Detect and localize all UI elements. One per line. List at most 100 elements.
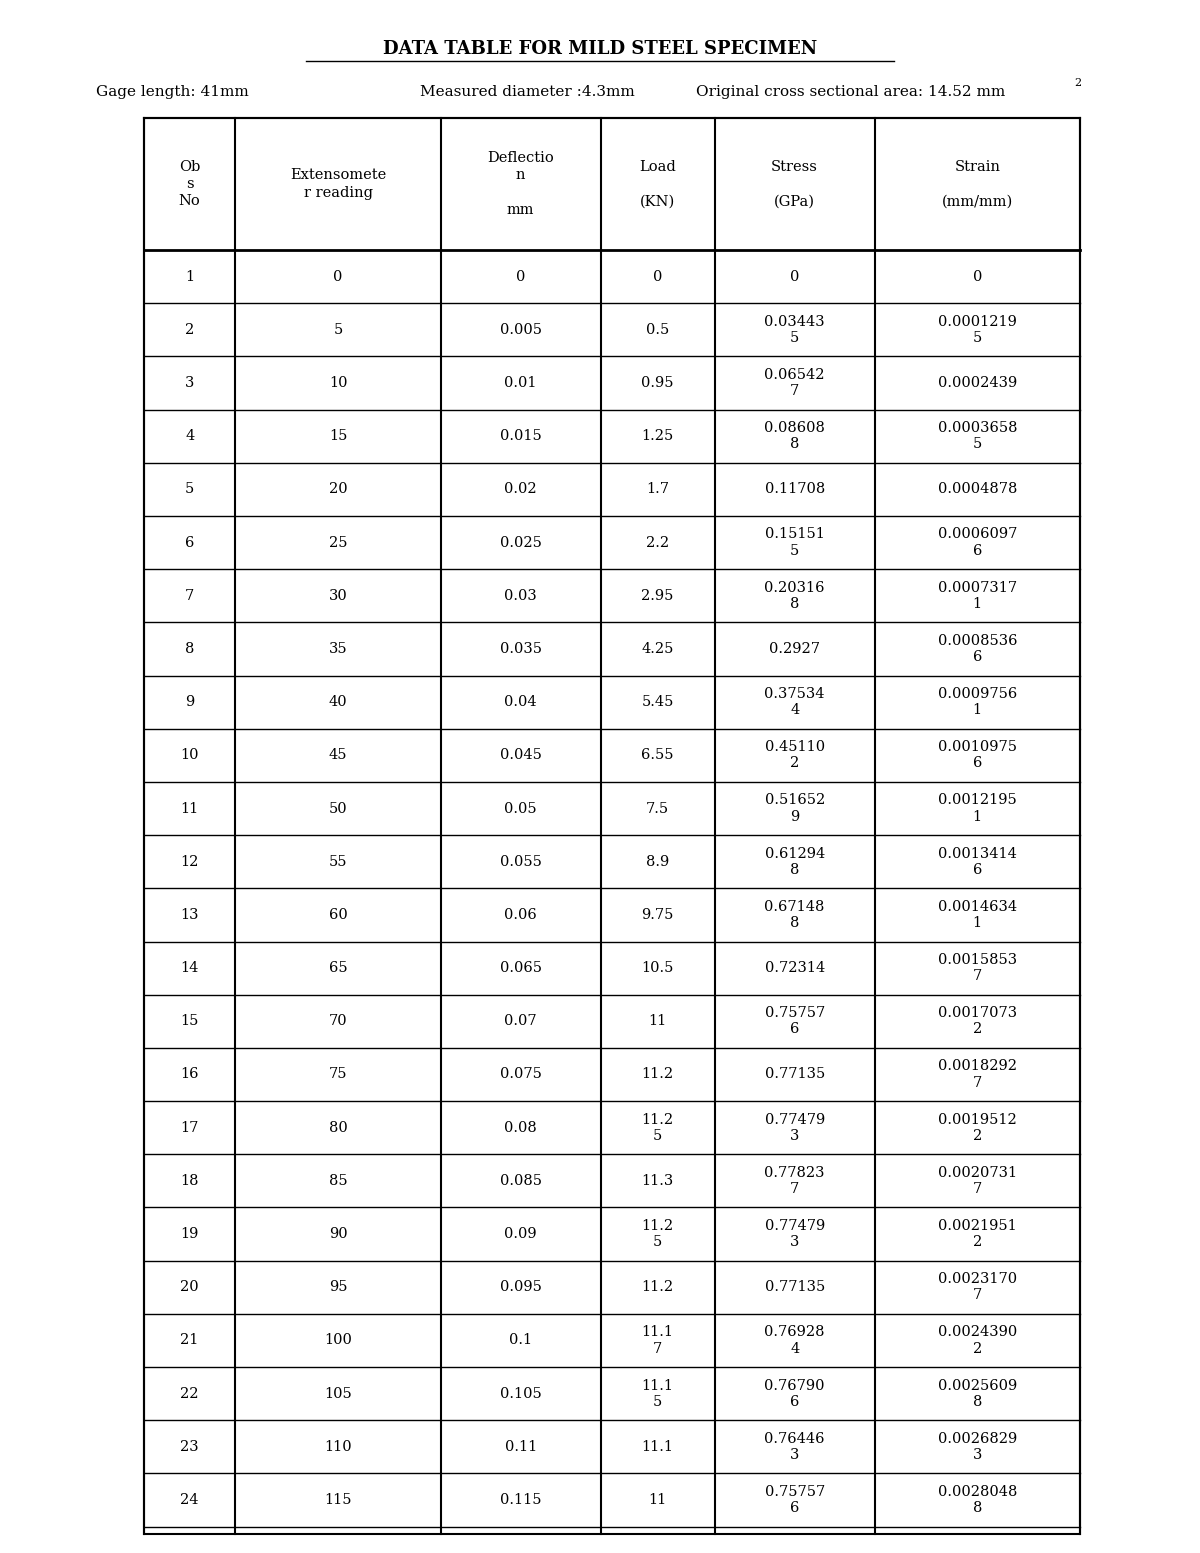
Text: 0.0026829
3: 0.0026829 3 (937, 1432, 1016, 1461)
Text: 0.77135: 0.77135 (764, 1280, 824, 1294)
Text: 0.09: 0.09 (504, 1227, 536, 1241)
Text: 0.045: 0.045 (499, 749, 541, 763)
Text: 60: 60 (329, 909, 348, 922)
Text: 25: 25 (329, 536, 347, 550)
Text: Ob
s
No: Ob s No (179, 160, 200, 208)
Text: 0.025: 0.025 (499, 536, 541, 550)
Text: 0.0007317
1: 0.0007317 1 (937, 581, 1016, 610)
Text: 0: 0 (516, 270, 526, 284)
Text: 0.065: 0.065 (499, 961, 541, 975)
Text: 0: 0 (653, 270, 662, 284)
Text: 0.06542
7: 0.06542 7 (764, 368, 824, 398)
Text: 0.055: 0.055 (499, 854, 541, 868)
Text: 0.75757
6: 0.75757 6 (764, 1485, 824, 1516)
Text: 6.55: 6.55 (642, 749, 674, 763)
Text: 0.76928
4: 0.76928 4 (764, 1325, 824, 1356)
Text: 110: 110 (324, 1440, 352, 1454)
Text: 0.0019512
2: 0.0019512 2 (938, 1112, 1016, 1143)
Text: 0.37534
4: 0.37534 4 (764, 686, 824, 717)
Text: 0.0012195
1: 0.0012195 1 (938, 794, 1016, 823)
Text: 20: 20 (329, 483, 347, 497)
Text: 22: 22 (180, 1387, 199, 1401)
Text: 80: 80 (329, 1121, 348, 1135)
Text: 0.51652
9: 0.51652 9 (764, 794, 824, 823)
Text: 6: 6 (185, 536, 194, 550)
Text: 0.0008536
6: 0.0008536 6 (937, 634, 1018, 665)
Text: 5: 5 (185, 483, 194, 497)
Bar (144, 118, 1080, 1534)
Text: 0.20316
8: 0.20316 8 (764, 581, 824, 610)
Text: 0.1: 0.1 (509, 1334, 533, 1348)
Text: 0.03443
5: 0.03443 5 (764, 315, 824, 345)
Text: 0.02: 0.02 (504, 483, 536, 497)
Text: 1.7: 1.7 (646, 483, 670, 497)
Text: 0.0018292
7: 0.0018292 7 (937, 1059, 1016, 1090)
Text: 0.11708: 0.11708 (764, 483, 824, 497)
Text: 75: 75 (329, 1067, 347, 1081)
Text: 0.0024390
2: 0.0024390 2 (937, 1325, 1016, 1356)
Text: 0.77479
3: 0.77479 3 (764, 1219, 824, 1249)
Text: Original cross sectional area: 14.52 mm: Original cross sectional area: 14.52 mm (696, 85, 1006, 99)
Text: 0.76790
6: 0.76790 6 (764, 1379, 824, 1409)
Text: 15: 15 (329, 429, 347, 443)
Text: 50: 50 (329, 801, 347, 815)
Text: 0.67148
8: 0.67148 8 (764, 899, 824, 930)
Text: 0.0010975
6: 0.0010975 6 (937, 741, 1016, 770)
Text: 0.15151
5: 0.15151 5 (764, 528, 824, 558)
Text: 9.75: 9.75 (642, 909, 674, 922)
Text: 0.0023170
7: 0.0023170 7 (937, 1272, 1016, 1303)
Text: 0.0014634
1: 0.0014634 1 (937, 899, 1016, 930)
Text: 35: 35 (329, 641, 347, 655)
Text: 10: 10 (329, 376, 347, 390)
Text: 9: 9 (185, 696, 194, 710)
Text: 65: 65 (329, 961, 347, 975)
Text: Extensomete
r reading: Extensomete r reading (290, 168, 386, 200)
Text: 18: 18 (180, 1174, 199, 1188)
Text: 8: 8 (185, 641, 194, 655)
Text: 20: 20 (180, 1280, 199, 1294)
Text: 0.0015853
7: 0.0015853 7 (937, 954, 1016, 983)
Text: 0.77823
7: 0.77823 7 (764, 1166, 824, 1196)
Text: 10: 10 (180, 749, 199, 763)
Text: 0.5: 0.5 (646, 323, 670, 337)
Text: 45: 45 (329, 749, 347, 763)
Text: 21: 21 (180, 1334, 199, 1348)
Text: Deflectio
n

mm: Deflectio n mm (487, 151, 554, 217)
Text: 11.1
7: 11.1 7 (642, 1325, 673, 1356)
Text: 70: 70 (329, 1014, 347, 1028)
Text: 8.9: 8.9 (646, 854, 670, 868)
Text: 0.08608
8: 0.08608 8 (764, 421, 826, 452)
Text: 5: 5 (334, 323, 343, 337)
Text: 11.2: 11.2 (642, 1067, 673, 1081)
Text: 0: 0 (334, 270, 343, 284)
Text: 0: 0 (972, 270, 982, 284)
Text: 17: 17 (180, 1121, 199, 1135)
Text: 85: 85 (329, 1174, 347, 1188)
Text: 0.11: 0.11 (504, 1440, 536, 1454)
Text: 0.0009756
1: 0.0009756 1 (937, 686, 1016, 717)
Text: 0.77135: 0.77135 (764, 1067, 824, 1081)
Text: 0.75757
6: 0.75757 6 (764, 1006, 824, 1036)
Text: 11.1
5: 11.1 5 (642, 1379, 673, 1409)
Text: 0.76446
3: 0.76446 3 (764, 1432, 824, 1461)
Text: Measured diameter :4.3mm: Measured diameter :4.3mm (420, 85, 635, 99)
Text: 5.45: 5.45 (642, 696, 674, 710)
Text: 23: 23 (180, 1440, 199, 1454)
Text: 0.72314: 0.72314 (764, 961, 824, 975)
Text: 90: 90 (329, 1227, 347, 1241)
Text: 2: 2 (185, 323, 194, 337)
Text: 0.01: 0.01 (504, 376, 536, 390)
Text: 7.5: 7.5 (646, 801, 670, 815)
Text: 11.2: 11.2 (642, 1280, 673, 1294)
Text: 0.77479
3: 0.77479 3 (764, 1112, 824, 1143)
Text: 0.0006097
6: 0.0006097 6 (937, 528, 1016, 558)
Text: 19: 19 (180, 1227, 199, 1241)
Text: Stress

(GPa): Stress (GPa) (772, 160, 818, 208)
Text: 4: 4 (185, 429, 194, 443)
Text: 0.0003658
5: 0.0003658 5 (937, 421, 1018, 452)
Text: 0.105: 0.105 (500, 1387, 541, 1401)
Text: 1: 1 (185, 270, 194, 284)
Text: 13: 13 (180, 909, 199, 922)
Text: 11.1: 11.1 (642, 1440, 673, 1454)
Text: 11: 11 (180, 801, 199, 815)
